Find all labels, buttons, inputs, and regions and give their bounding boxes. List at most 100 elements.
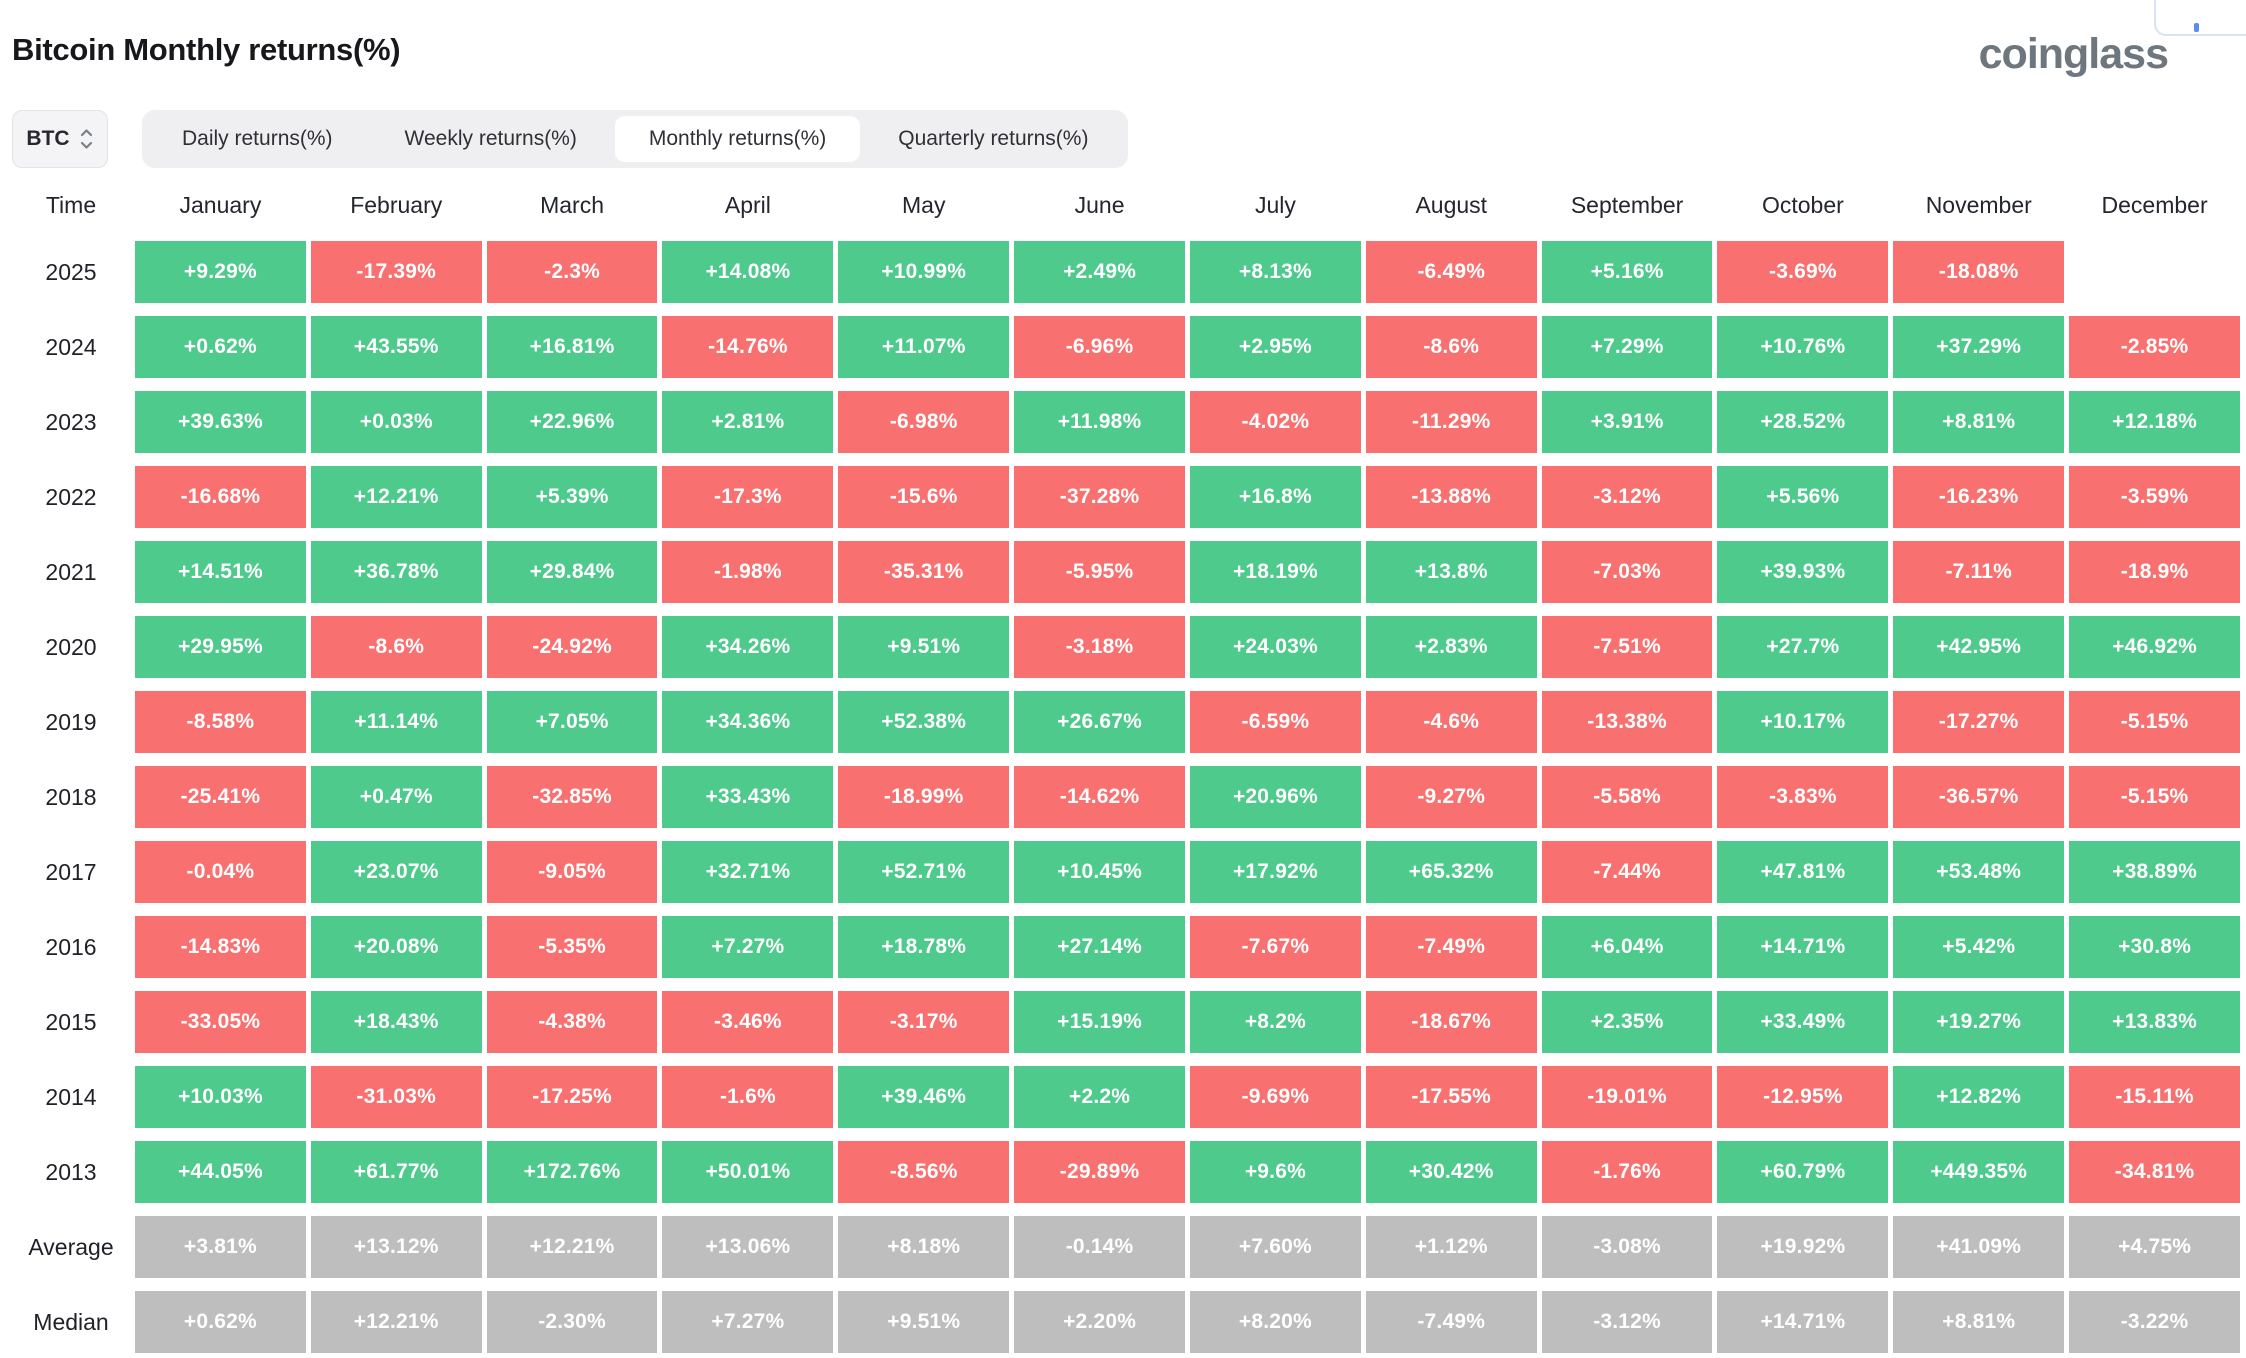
return-cell[interactable]: -17.55%: [1365, 1066, 1537, 1128]
return-cell[interactable]: +27.7%: [1717, 616, 1889, 678]
return-cell[interactable]: -6.59%: [1189, 691, 1361, 753]
return-cell[interactable]: +29.95%: [135, 616, 306, 678]
return-cell[interactable]: -4.6%: [1365, 691, 1537, 753]
return-cell[interactable]: +34.26%: [662, 616, 834, 678]
return-cell[interactable]: -24.92%: [486, 616, 658, 678]
return-cell[interactable]: -13.38%: [1541, 691, 1713, 753]
tab-quarterly-returns[interactable]: Quarterly returns(%): [864, 116, 1122, 162]
return-cell[interactable]: +61.77%: [310, 1141, 482, 1203]
return-cell[interactable]: -18.67%: [1365, 991, 1537, 1053]
return-cell[interactable]: -32.85%: [486, 766, 658, 828]
return-cell[interactable]: +38.89%: [2069, 841, 2240, 903]
return-cell[interactable]: -18.9%: [2069, 541, 2240, 603]
return-cell[interactable]: -1.76%: [1541, 1141, 1713, 1203]
return-cell[interactable]: -1.98%: [662, 541, 834, 603]
return-cell[interactable]: +10.99%: [838, 241, 1010, 303]
return-cell[interactable]: -3.59%: [2069, 466, 2240, 528]
return-cell[interactable]: -6.49%: [1365, 241, 1537, 303]
return-cell[interactable]: +2.95%: [1189, 316, 1361, 378]
return-cell[interactable]: +8.13%: [1189, 241, 1361, 303]
return-cell[interactable]: +9.51%: [838, 1291, 1010, 1353]
return-cell[interactable]: +2.2%: [1014, 1066, 1185, 1128]
return-cell[interactable]: -3.08%: [1541, 1216, 1713, 1278]
return-cell[interactable]: +33.43%: [662, 766, 834, 828]
camera-button[interactable]: [2154, 0, 2246, 36]
return-cell[interactable]: +0.62%: [135, 1291, 306, 1353]
return-cell[interactable]: +10.03%: [135, 1066, 306, 1128]
return-cell[interactable]: +20.08%: [310, 916, 482, 978]
return-cell[interactable]: -3.46%: [662, 991, 834, 1053]
return-cell[interactable]: -15.6%: [838, 466, 1010, 528]
return-cell[interactable]: -7.03%: [1541, 541, 1713, 603]
return-cell[interactable]: -7.49%: [1365, 1291, 1537, 1353]
return-cell[interactable]: -14.76%: [662, 316, 834, 378]
return-cell[interactable]: +16.8%: [1189, 466, 1361, 528]
return-cell[interactable]: +2.49%: [1014, 241, 1185, 303]
return-cell[interactable]: +8.18%: [838, 1216, 1010, 1278]
return-cell[interactable]: -7.11%: [1893, 541, 2065, 603]
return-cell[interactable]: +8.81%: [1893, 1291, 2065, 1353]
return-cell[interactable]: -3.12%: [1541, 1291, 1713, 1353]
return-cell[interactable]: -17.39%: [310, 241, 482, 303]
return-cell[interactable]: -12.95%: [1717, 1066, 1889, 1128]
return-cell[interactable]: +9.29%: [135, 241, 306, 303]
return-cell[interactable]: +39.63%: [135, 391, 306, 453]
return-cell[interactable]: +29.84%: [486, 541, 658, 603]
return-cell[interactable]: +44.05%: [135, 1141, 306, 1203]
return-cell[interactable]: +33.49%: [1717, 991, 1889, 1053]
return-cell[interactable]: +9.51%: [838, 616, 1010, 678]
return-cell[interactable]: +7.27%: [662, 1291, 834, 1353]
return-cell[interactable]: -7.51%: [1541, 616, 1713, 678]
return-cell[interactable]: +11.07%: [838, 316, 1010, 378]
return-cell[interactable]: +13.06%: [662, 1216, 834, 1278]
return-cell[interactable]: +39.93%: [1717, 541, 1889, 603]
return-cell[interactable]: +42.95%: [1893, 616, 2065, 678]
return-cell[interactable]: -5.35%: [486, 916, 658, 978]
return-cell[interactable]: -17.3%: [662, 466, 834, 528]
return-cell[interactable]: -25.41%: [135, 766, 306, 828]
symbol-selector[interactable]: BTC: [12, 110, 108, 168]
return-cell[interactable]: -4.02%: [1189, 391, 1361, 453]
return-cell[interactable]: +4.75%: [2069, 1216, 2240, 1278]
return-cell[interactable]: +52.71%: [838, 841, 1010, 903]
return-cell[interactable]: -3.18%: [1014, 616, 1185, 678]
return-cell[interactable]: -8.6%: [310, 616, 482, 678]
return-cell[interactable]: -8.58%: [135, 691, 306, 753]
return-cell[interactable]: +7.05%: [486, 691, 658, 753]
return-cell[interactable]: +9.6%: [1189, 1141, 1361, 1203]
return-cell[interactable]: +2.20%: [1014, 1291, 1185, 1353]
return-cell[interactable]: +8.20%: [1189, 1291, 1361, 1353]
return-cell[interactable]: +41.09%: [1893, 1216, 2065, 1278]
return-cell[interactable]: +47.81%: [1717, 841, 1889, 903]
return-cell[interactable]: +36.78%: [310, 541, 482, 603]
return-cell[interactable]: +60.79%: [1717, 1141, 1889, 1203]
return-cell[interactable]: +53.48%: [1893, 841, 2065, 903]
return-cell[interactable]: -7.67%: [1189, 916, 1361, 978]
return-cell[interactable]: +18.19%: [1189, 541, 1361, 603]
return-cell[interactable]: +65.32%: [1365, 841, 1537, 903]
return-cell[interactable]: +15.19%: [1014, 991, 1185, 1053]
return-cell[interactable]: +12.82%: [1893, 1066, 2065, 1128]
return-cell[interactable]: -11.29%: [1365, 391, 1537, 453]
tab-daily-returns[interactable]: Daily returns(%): [148, 116, 367, 162]
return-cell[interactable]: +10.17%: [1717, 691, 1889, 753]
return-cell[interactable]: -16.68%: [135, 466, 306, 528]
return-cell[interactable]: +28.52%: [1717, 391, 1889, 453]
return-cell[interactable]: -37.28%: [1014, 466, 1185, 528]
return-cell[interactable]: +3.91%: [1541, 391, 1713, 453]
return-cell[interactable]: -36.57%: [1893, 766, 2065, 828]
return-cell[interactable]: -1.6%: [662, 1066, 834, 1128]
return-cell[interactable]: +11.98%: [1014, 391, 1185, 453]
return-cell[interactable]: +14.71%: [1717, 1291, 1889, 1353]
return-cell[interactable]: +8.81%: [1893, 391, 2065, 453]
return-cell[interactable]: -33.05%: [135, 991, 306, 1053]
return-cell[interactable]: +30.8%: [2069, 916, 2240, 978]
return-cell[interactable]: -14.83%: [135, 916, 306, 978]
return-cell[interactable]: +449.35%: [1893, 1141, 2065, 1203]
return-cell[interactable]: +30.42%: [1365, 1141, 1537, 1203]
return-cell[interactable]: +2.83%: [1365, 616, 1537, 678]
return-cell[interactable]: +43.55%: [310, 316, 482, 378]
return-cell[interactable]: -16.23%: [1893, 466, 2065, 528]
return-cell[interactable]: +7.27%: [662, 916, 834, 978]
return-cell[interactable]: -29.89%: [1014, 1141, 1185, 1203]
